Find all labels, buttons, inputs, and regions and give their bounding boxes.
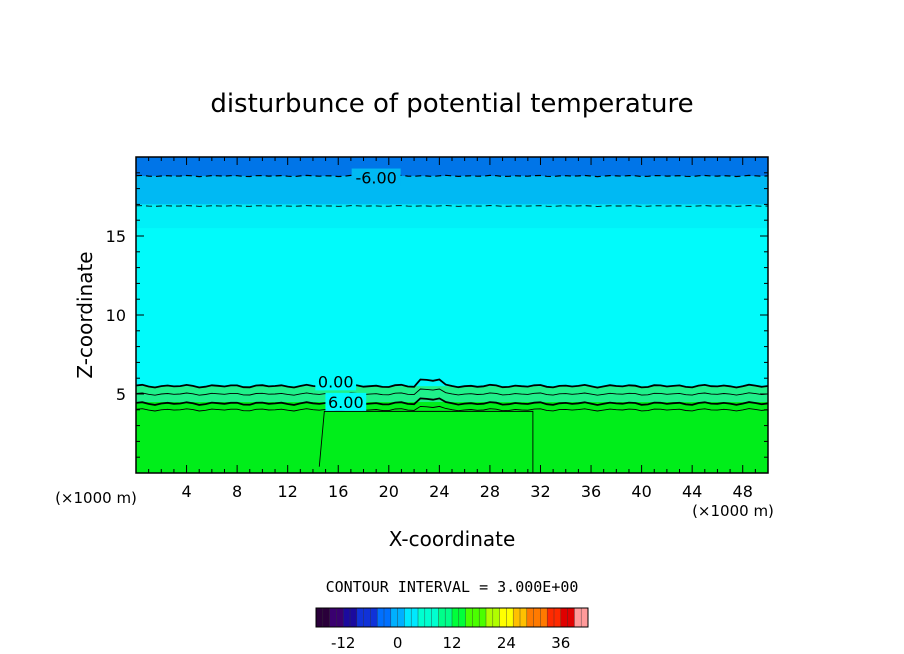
colorbar-cell	[356, 608, 365, 627]
x-tick-label: 4	[181, 482, 191, 501]
colorbar-cell	[492, 608, 501, 627]
colorbar-cell	[526, 608, 535, 627]
colorbar-cell	[520, 608, 528, 627]
colorbar-cell	[424, 608, 433, 627]
colorbar-cell	[465, 608, 473, 627]
x-tick-label: 16	[328, 482, 348, 501]
colorbar-cell	[431, 608, 439, 627]
contour-line	[135, 378, 769, 389]
colorbar-tick-label: 0	[393, 634, 403, 652]
contour-line	[135, 397, 769, 406]
x-unit-left: (×1000 m)	[55, 489, 137, 507]
colorbar-cell	[445, 608, 453, 627]
colorbar-frame	[315, 607, 589, 628]
field-band	[136, 175, 768, 205]
colorbar-cell	[499, 608, 507, 627]
colorbar-cell	[343, 608, 351, 627]
colorbar-cell	[479, 608, 487, 627]
colorbar-tick-label: 36	[551, 634, 570, 652]
colorbar	[315, 607, 589, 628]
field-band	[136, 204, 768, 229]
colorbar-cell	[513, 608, 521, 627]
colorbar-cell	[418, 608, 426, 627]
contour-label-bg	[325, 392, 367, 411]
x-tick-label: 28	[480, 482, 500, 501]
colorbar-cell	[370, 608, 378, 627]
contour-line	[135, 174, 769, 178]
colorbar-cell	[574, 608, 582, 627]
colorbar-cell	[404, 608, 412, 627]
colorbar-cell	[554, 608, 562, 627]
contour-interval-text: CONTOUR INTERVAL = 3.000E+00	[326, 578, 579, 596]
x-tick-label: 12	[278, 482, 298, 501]
colorbar-cell	[316, 608, 324, 627]
colorbar-cell	[336, 608, 344, 627]
x-tick-label: 48	[733, 482, 753, 501]
chart-title: disturbunce of potential temperature	[210, 89, 693, 119]
colorbar-cell	[384, 608, 392, 627]
x-tick-label: 36	[581, 482, 601, 501]
contour-label: 6.00	[328, 393, 364, 412]
colorbar-cell	[506, 608, 514, 627]
field-band	[136, 157, 768, 176]
y-axis-label: Z-coordinate	[73, 251, 97, 378]
x-tick-label: 24	[429, 482, 449, 501]
colorbar-cell	[390, 608, 399, 627]
colorbar-tick-label: 12	[442, 634, 461, 652]
x-unit-right: (×1000 m)	[692, 502, 774, 520]
colorbar-cell	[547, 608, 555, 627]
x-tick-label: 20	[379, 482, 399, 501]
colorbar-cell	[377, 608, 385, 627]
axis-ticks	[136, 157, 768, 473]
contour-line	[318, 410, 534, 473]
contour-label: -6.00	[355, 169, 396, 188]
colorbar-cell	[486, 608, 494, 627]
field-bands	[136, 157, 768, 473]
field-band	[136, 401, 768, 473]
y-tick-label: 15	[106, 227, 126, 246]
colorbar-cell	[397, 608, 405, 627]
x-tick-label: 40	[631, 482, 651, 501]
colorbar-cell	[567, 608, 575, 627]
colorbar-cell	[452, 608, 460, 627]
colorbar-cell	[329, 608, 337, 627]
colorbar-cell	[458, 608, 467, 627]
y-tick-label: 10	[106, 306, 126, 325]
contour-label: 0.00	[318, 372, 354, 391]
x-axis-label: X-coordinate	[389, 527, 516, 551]
colorbar-cell	[363, 608, 371, 627]
x-tick-label: 8	[232, 482, 242, 501]
contour-line	[135, 405, 769, 412]
colorbar-cell	[411, 608, 419, 627]
colorbar-tick-labels: -12 0 12 24 36	[331, 634, 570, 652]
colorbar-cell	[533, 608, 541, 627]
colorbar-cell	[472, 608, 480, 627]
contour-labels: -6.00 0.00 6.00	[315, 168, 401, 412]
contour-label-bg	[315, 372, 357, 391]
colorbar-cell	[581, 608, 589, 627]
contour-line	[135, 388, 769, 396]
colorbar-cell	[540, 608, 548, 627]
field-band	[136, 228, 768, 387]
colorbar-tick-label: 24	[497, 634, 516, 652]
y-tick-label: 5	[116, 385, 126, 404]
contour-line	[135, 205, 769, 207]
contour-lines	[135, 174, 769, 473]
colorbar-tick-label: -12	[331, 634, 356, 652]
colorbar-cell	[350, 608, 358, 627]
colorbar-cell	[322, 608, 331, 627]
colorbar-cell	[560, 608, 569, 627]
x-tick-label: 44	[682, 482, 702, 501]
colorbar-cell	[438, 608, 446, 627]
x-tick-label: 32	[530, 482, 550, 501]
contour-label-bg	[351, 168, 401, 187]
